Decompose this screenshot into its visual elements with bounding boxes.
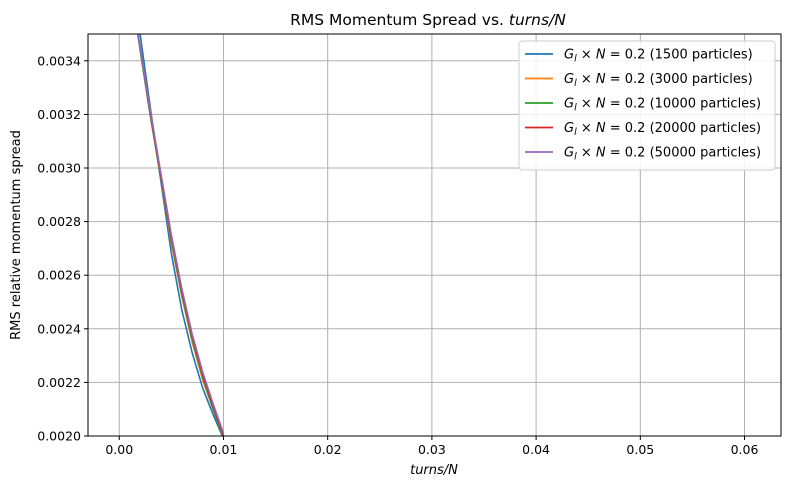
plot-frame [87,33,782,437]
y-tick-label: 0.0022 [37,375,81,390]
x-ticks: 0.00 0.01 0.02 0.03 0.04 0.05 0.06 [105,436,758,457]
x-tick-label: 0.02 [314,442,342,457]
series-lines [136,34,225,436]
y-tick-label: 0.0034 [37,53,81,68]
x-tick-label: 0.04 [522,442,550,457]
y-tick-label: 0.0020 [37,429,81,444]
y-tick-label: 0.0030 [37,161,81,176]
x-tick-label: 0.01 [210,442,238,457]
y-tick-label: 0.0026 [37,268,81,283]
series-line [139,34,224,436]
y-axis-label: RMS relative momentum spread [9,130,24,340]
y-tick-label: 0.0028 [37,214,81,229]
x-axis-label: turns/N [410,463,458,478]
y-ticks: 0.0020 0.0022 0.0024 0.0026 0.0028 0.0030 0.00… [37,53,88,444]
legend-entry-label: Gl × N = 0.2 (10000 particles) [564,97,761,114]
y-tick-label: 0.0032 [37,107,81,122]
x-tick-label: 0.03 [418,442,446,457]
legend-entry-label: Gl × N = 0.2 (3000 particles) [564,72,753,89]
x-tick-label: 0.00 [105,442,133,457]
legend-entry-label: Gl × N = 0.2 (1500 particles) [564,48,753,65]
legend: Gl × N = 0.2 (1500 particles) Gl × N = 0.… [518,40,776,171]
x-tick-label: 0.05 [626,442,654,457]
chart-title: RMS Momentum Spread vs. turns/N [290,11,566,29]
x-tick-label: 0.06 [731,442,759,457]
legend-entry-label: Gl × N = 0.2 (20000 particles) [564,121,761,138]
series-line [137,34,225,434]
y-tick-label: 0.0024 [37,321,81,336]
legend-entry-label: Gl × N = 0.2 (50000 particles) [564,146,761,163]
legend-box [518,40,776,171]
